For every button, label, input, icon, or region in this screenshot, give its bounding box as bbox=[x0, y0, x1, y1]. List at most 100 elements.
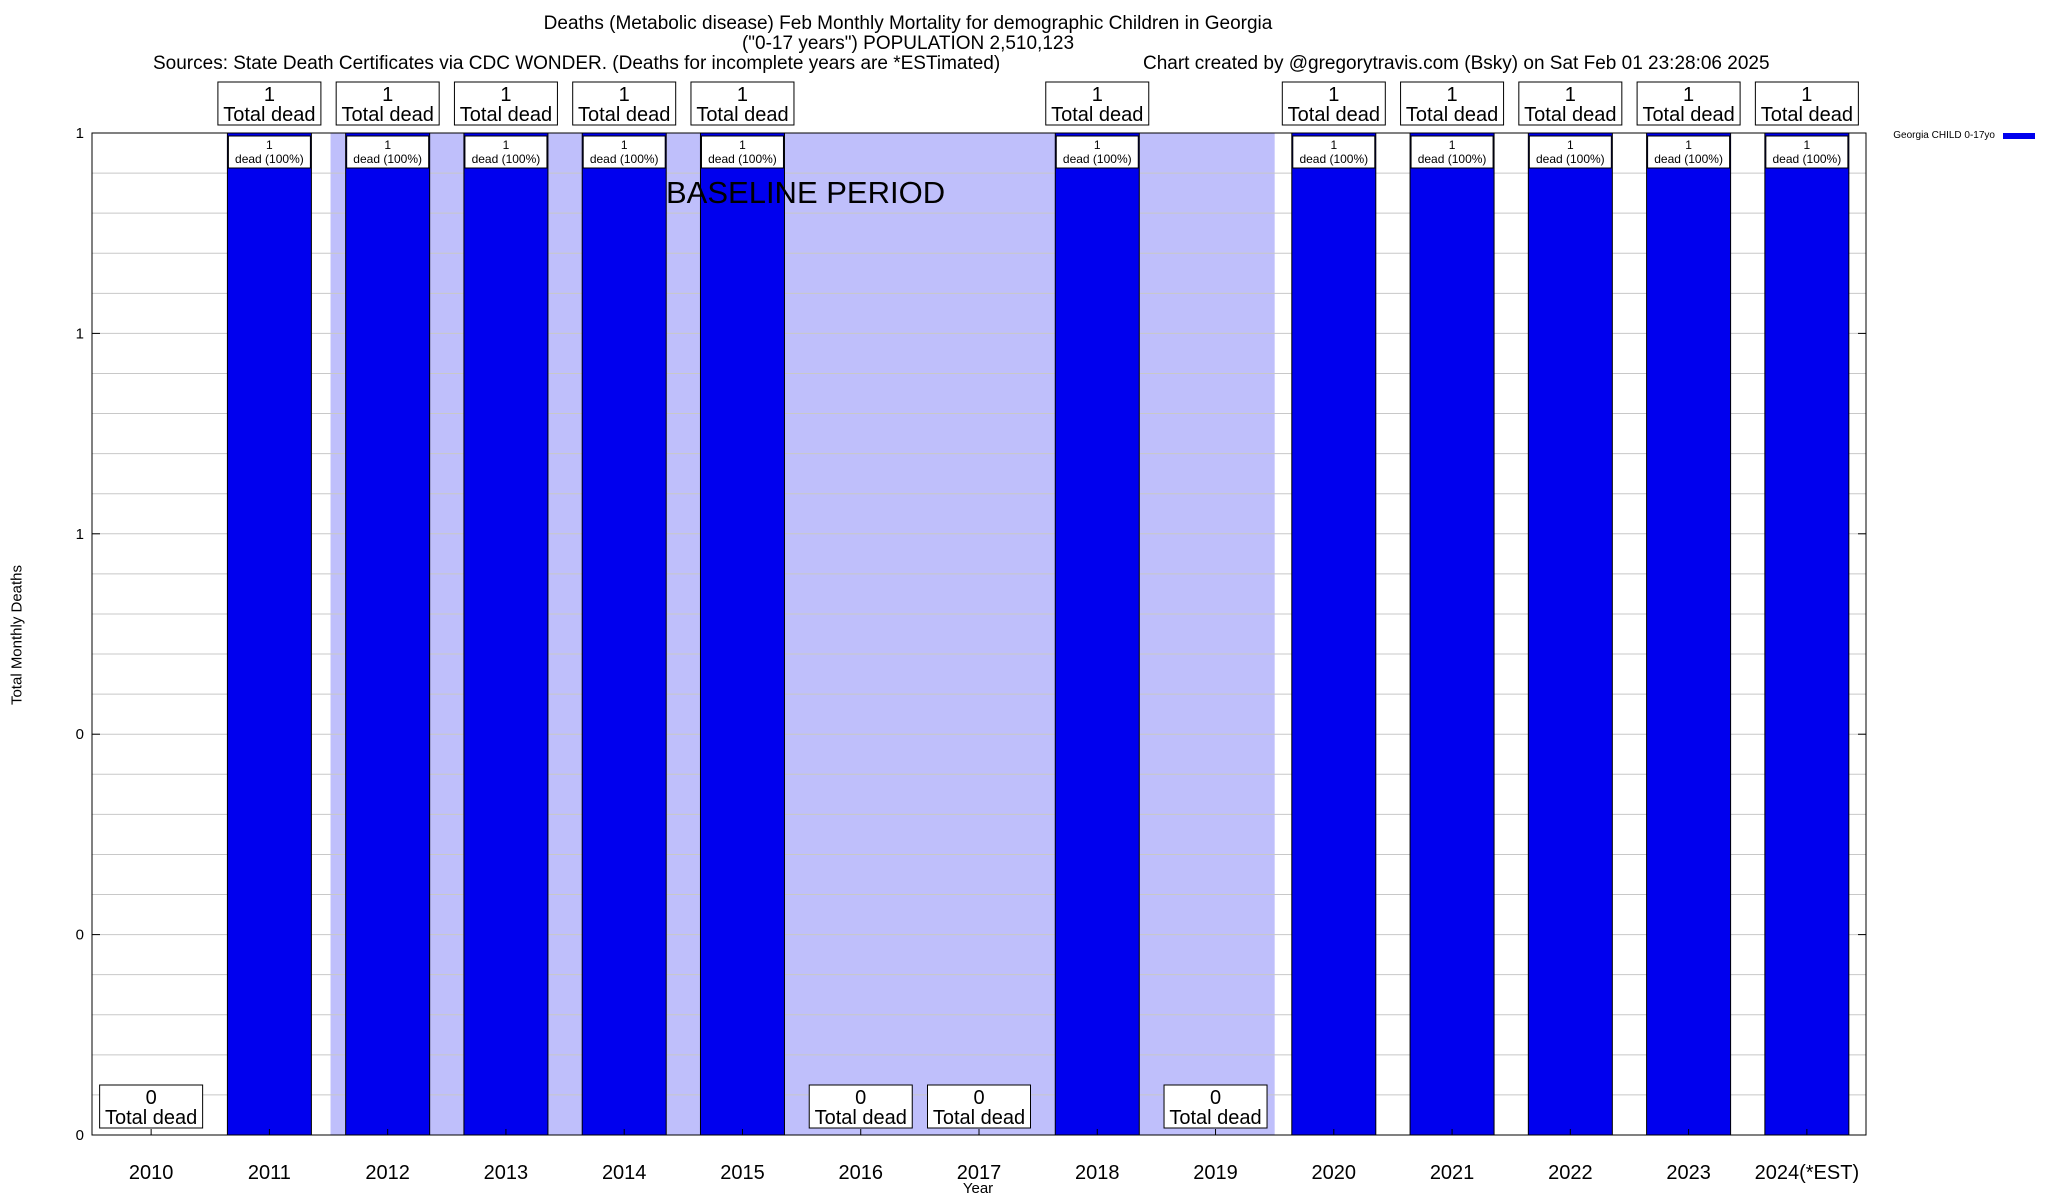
bar-label-text: dead (100%) bbox=[353, 152, 422, 166]
chart-title: Deaths (Metabolic disease) Feb Monthly M… bbox=[543, 13, 1273, 34]
total-dead-box bbox=[217, 81, 322, 126]
bar-label-box bbox=[227, 135, 311, 169]
bar-label-text: dead (100%) bbox=[1299, 152, 1368, 166]
total-dead-label: Total dead bbox=[1051, 104, 1143, 126]
bar-label-text: dead (100%) bbox=[1418, 152, 1487, 166]
bar-label-box bbox=[464, 135, 548, 169]
total-dead-box bbox=[335, 81, 440, 126]
bar-label-text: dead (100%) bbox=[1773, 152, 1842, 166]
total-dead-label: Total dead bbox=[342, 104, 434, 126]
total-dead-box bbox=[690, 81, 795, 126]
bar-2015 bbox=[699, 132, 785, 1136]
legend-swatch bbox=[2003, 132, 2035, 139]
total-dead-box bbox=[1163, 1084, 1268, 1129]
bar-label-count: 1 bbox=[1330, 138, 1337, 152]
y-tick-label: 1 bbox=[76, 125, 84, 142]
bar-2012 bbox=[345, 132, 431, 1136]
total-dead-label: Total dead bbox=[1406, 104, 1498, 126]
bar-label-count: 1 bbox=[1804, 138, 1811, 152]
total-dead-label: Total dead bbox=[1169, 1107, 1261, 1129]
x-tick-label: 2011 bbox=[248, 1162, 291, 1184]
x-tick-label: 2014 bbox=[602, 1162, 647, 1184]
y-tick-label: 1 bbox=[76, 325, 84, 342]
total-dead-count: 1 bbox=[1801, 84, 1812, 106]
bar-label-box bbox=[582, 135, 666, 169]
bar-label-count: 1 bbox=[1094, 138, 1101, 152]
total-dead-label: Total dead bbox=[1642, 104, 1734, 126]
total-dead-count: 0 bbox=[1210, 1087, 1221, 1109]
total-dead-box bbox=[1400, 81, 1505, 126]
total-dead-count: 0 bbox=[146, 1087, 157, 1109]
bar-label-count: 1 bbox=[1567, 138, 1574, 152]
bar-label-text: dead (100%) bbox=[590, 152, 659, 166]
chart-credit: Chart created by @gregorytravis.com (Bsk… bbox=[1143, 53, 1770, 74]
bar-2021 bbox=[1409, 132, 1495, 1136]
total-dead-label: Total dead bbox=[1288, 104, 1380, 126]
bar-2013 bbox=[463, 132, 549, 1136]
total-dead-box bbox=[453, 81, 558, 126]
total-dead-label: Total dead bbox=[578, 104, 670, 126]
x-tick-label: 2015 bbox=[720, 1162, 765, 1184]
x-tick-label: 2021 bbox=[1430, 1162, 1475, 1184]
total-dead-box bbox=[927, 1084, 1031, 1129]
total-dead-count: 1 bbox=[619, 84, 630, 106]
x-tick-label: 2024(*EST) bbox=[1755, 1162, 1860, 1184]
x-tick-label: 2022 bbox=[1548, 1162, 1593, 1184]
total-dead-box bbox=[1636, 81, 1741, 126]
total-dead-count: 1 bbox=[500, 84, 511, 106]
bar-label-text: dead (100%) bbox=[472, 152, 541, 166]
total-dead-box bbox=[1518, 81, 1623, 126]
total-dead-count: 1 bbox=[1092, 84, 1103, 106]
y-tick-label: 0 bbox=[76, 726, 84, 743]
legend-label: Georgia CHILD 0-17yo bbox=[1893, 130, 1995, 141]
baseline-label: BASELINE PERIOD bbox=[666, 175, 945, 210]
total-dead-count: 1 bbox=[737, 84, 748, 106]
x-tick-label: 2013 bbox=[484, 1162, 529, 1184]
bar-label-count: 1 bbox=[739, 138, 746, 152]
bar-label-box bbox=[1528, 135, 1612, 169]
x-tick-label: 2016 bbox=[838, 1162, 883, 1184]
total-dead-count: 1 bbox=[382, 84, 393, 106]
bar-label-box bbox=[700, 135, 784, 169]
total-dead-count: 1 bbox=[1447, 84, 1458, 106]
bar-label-count: 1 bbox=[384, 138, 391, 152]
total-dead-label: Total dead bbox=[223, 104, 315, 126]
bar-label-count: 1 bbox=[1449, 138, 1456, 152]
total-dead-label: Total dead bbox=[460, 104, 552, 126]
total-dead-count: 1 bbox=[1683, 84, 1694, 106]
bar-label-text: dead (100%) bbox=[1063, 152, 1132, 166]
total-dead-box bbox=[99, 1084, 204, 1129]
bar-label-text: dead (100%) bbox=[1654, 152, 1723, 166]
chart-subtitle: ("0-17 years") POPULATION 2,510,123 bbox=[741, 33, 1075, 54]
total-dead-count: 0 bbox=[973, 1087, 984, 1109]
bar-2022 bbox=[1527, 132, 1613, 1136]
chart-source: Sources: State Death Certificates via CD… bbox=[153, 53, 1001, 74]
total-dead-box bbox=[808, 1084, 913, 1129]
bar-2011 bbox=[226, 132, 312, 1136]
bar-2023 bbox=[1646, 132, 1732, 1136]
total-dead-label: Total dead bbox=[815, 1107, 907, 1129]
bar-2024(*EST) bbox=[1764, 132, 1850, 1136]
bar-label-box bbox=[1055, 135, 1139, 169]
total-dead-label: Total dead bbox=[933, 1107, 1025, 1129]
bar-label-text: dead (100%) bbox=[708, 152, 777, 166]
total-dead-box bbox=[572, 81, 677, 126]
y-tick-label: 0 bbox=[76, 1127, 84, 1144]
bar-label-box bbox=[346, 135, 430, 169]
total-dead-count: 1 bbox=[1328, 84, 1339, 106]
y-tick-label: 1 bbox=[76, 526, 84, 543]
bar-2018 bbox=[1054, 132, 1140, 1136]
total-dead-label: Total dead bbox=[696, 104, 788, 126]
total-dead-box bbox=[1045, 81, 1150, 126]
x-tick-label: 2017 bbox=[957, 1162, 1002, 1184]
bar-2020 bbox=[1291, 132, 1377, 1136]
bar-label-box bbox=[1647, 135, 1731, 169]
y-tick-label: 0 bbox=[76, 927, 84, 944]
x-tick-label: 2012 bbox=[365, 1162, 410, 1184]
total-dead-box bbox=[1281, 81, 1386, 126]
total-dead-label: Total dead bbox=[105, 1107, 197, 1129]
bar-label-box bbox=[1292, 135, 1376, 169]
x-tick-label: 2020 bbox=[1312, 1162, 1357, 1184]
total-dead-label: Total dead bbox=[1524, 104, 1616, 126]
